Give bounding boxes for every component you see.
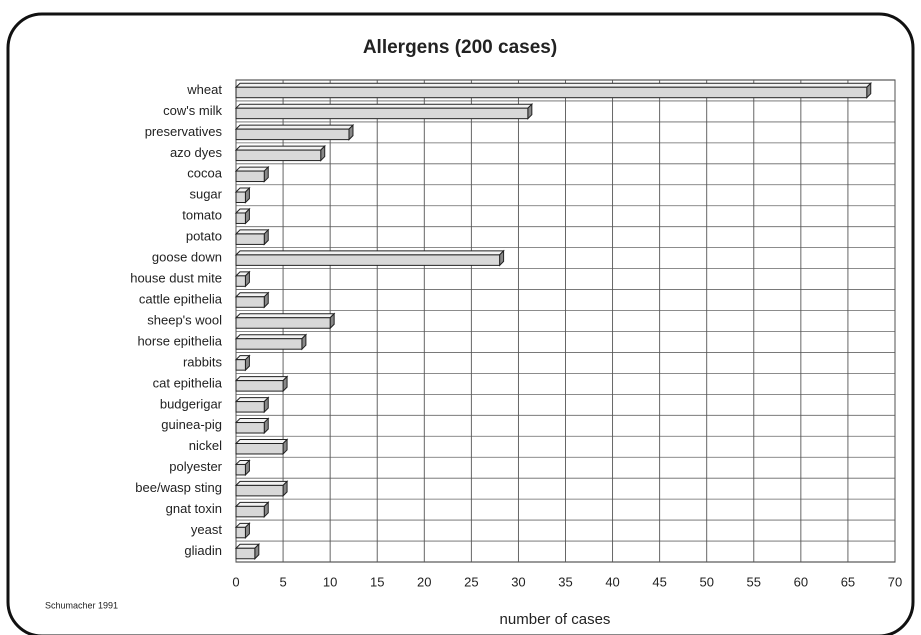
bar bbox=[235, 484, 284, 497]
y-tick-label: horse epithelia bbox=[137, 333, 222, 348]
bar-top bbox=[234, 229, 270, 235]
y-tick-label: azo dyes bbox=[170, 145, 223, 160]
bar bbox=[235, 505, 265, 518]
y-tick-label: sugar bbox=[189, 187, 222, 202]
y-tick-label: preservatives bbox=[145, 124, 223, 139]
bar bbox=[235, 443, 284, 455]
bar-top bbox=[234, 250, 505, 256]
y-tick-label: nickel bbox=[189, 438, 222, 453]
bar bbox=[235, 275, 246, 287]
x-tick-label: 50 bbox=[699, 574, 713, 589]
source-note: Schumacher 1991 bbox=[45, 600, 118, 610]
bar-top bbox=[234, 82, 872, 88]
x-tick-label: 5 bbox=[279, 574, 286, 589]
y-tick-label: potato bbox=[186, 229, 222, 244]
bar-top bbox=[234, 418, 270, 424]
x-tick-label: 20 bbox=[417, 574, 431, 589]
bar bbox=[235, 338, 303, 350]
x-tick-label: 10 bbox=[323, 574, 337, 589]
x-tick-label: 30 bbox=[511, 574, 525, 589]
x-tick-label: 65 bbox=[841, 574, 855, 589]
bar bbox=[235, 422, 265, 434]
bar bbox=[235, 547, 256, 560]
bar bbox=[235, 359, 246, 371]
x-axis-label: number of cases bbox=[500, 611, 611, 628]
bar-top bbox=[234, 145, 326, 151]
bar-top bbox=[234, 124, 355, 130]
x-tick-label: 15 bbox=[370, 574, 384, 589]
y-tick-label: yeast bbox=[191, 522, 222, 537]
x-tick-label: 0 bbox=[232, 574, 239, 589]
y-tick-label: cow's milk bbox=[163, 103, 222, 118]
bar-top bbox=[234, 103, 534, 109]
y-tick-label: bee/wasp sting bbox=[135, 480, 222, 495]
y-tick-label: gliadin bbox=[184, 543, 222, 558]
bar bbox=[235, 254, 501, 266]
bar-top bbox=[234, 397, 270, 403]
x-tick-label: 25 bbox=[464, 574, 478, 589]
bar-top bbox=[234, 480, 289, 486]
bar bbox=[235, 170, 265, 183]
x-tick-label: 70 bbox=[888, 574, 902, 589]
y-tick-label: cattle epithelia bbox=[139, 291, 223, 306]
y-tick-label: goose down bbox=[152, 250, 222, 265]
bar bbox=[235, 86, 868, 99]
y-tick-label: budgerigar bbox=[160, 396, 223, 411]
bar bbox=[235, 128, 350, 141]
x-tick-label: 60 bbox=[794, 574, 808, 589]
bar bbox=[235, 107, 529, 120]
bar bbox=[235, 191, 246, 204]
bar-top bbox=[234, 166, 270, 172]
bar bbox=[235, 212, 246, 224]
bar-top bbox=[234, 439, 289, 444]
bar bbox=[235, 149, 322, 162]
x-tick-label: 35 bbox=[558, 574, 572, 589]
bar-top bbox=[234, 313, 336, 319]
y-tick-label: cocoa bbox=[187, 166, 222, 181]
bar bbox=[235, 526, 246, 539]
y-tick-label: wheat bbox=[186, 82, 222, 97]
y-tick-label: tomato bbox=[182, 208, 222, 223]
bar bbox=[235, 401, 265, 413]
bar-top bbox=[234, 501, 270, 507]
x-tick-label: 45 bbox=[652, 574, 666, 589]
y-tick-label: house dust mite bbox=[130, 271, 222, 286]
y-tick-label: cat epithelia bbox=[153, 375, 223, 390]
bar bbox=[235, 233, 265, 245]
chart-title: Allergens (200 cases) bbox=[363, 37, 557, 58]
bar bbox=[235, 463, 246, 476]
y-tick-label: gnat toxin bbox=[166, 501, 222, 516]
frame bbox=[6, 12, 915, 635]
bar bbox=[235, 317, 331, 329]
bar bbox=[235, 380, 284, 392]
bar-top bbox=[234, 334, 308, 340]
y-tick-label: sheep's wool bbox=[147, 312, 222, 327]
x-tick-label: 40 bbox=[605, 574, 619, 589]
bar-top bbox=[234, 292, 270, 298]
x-tick-label: 55 bbox=[747, 574, 761, 589]
bar bbox=[235, 296, 265, 308]
y-tick-label: polyester bbox=[169, 459, 222, 474]
y-tick-label: guinea-pig bbox=[161, 417, 222, 432]
y-tick-label: rabbits bbox=[183, 354, 223, 369]
bar-top bbox=[234, 376, 289, 382]
